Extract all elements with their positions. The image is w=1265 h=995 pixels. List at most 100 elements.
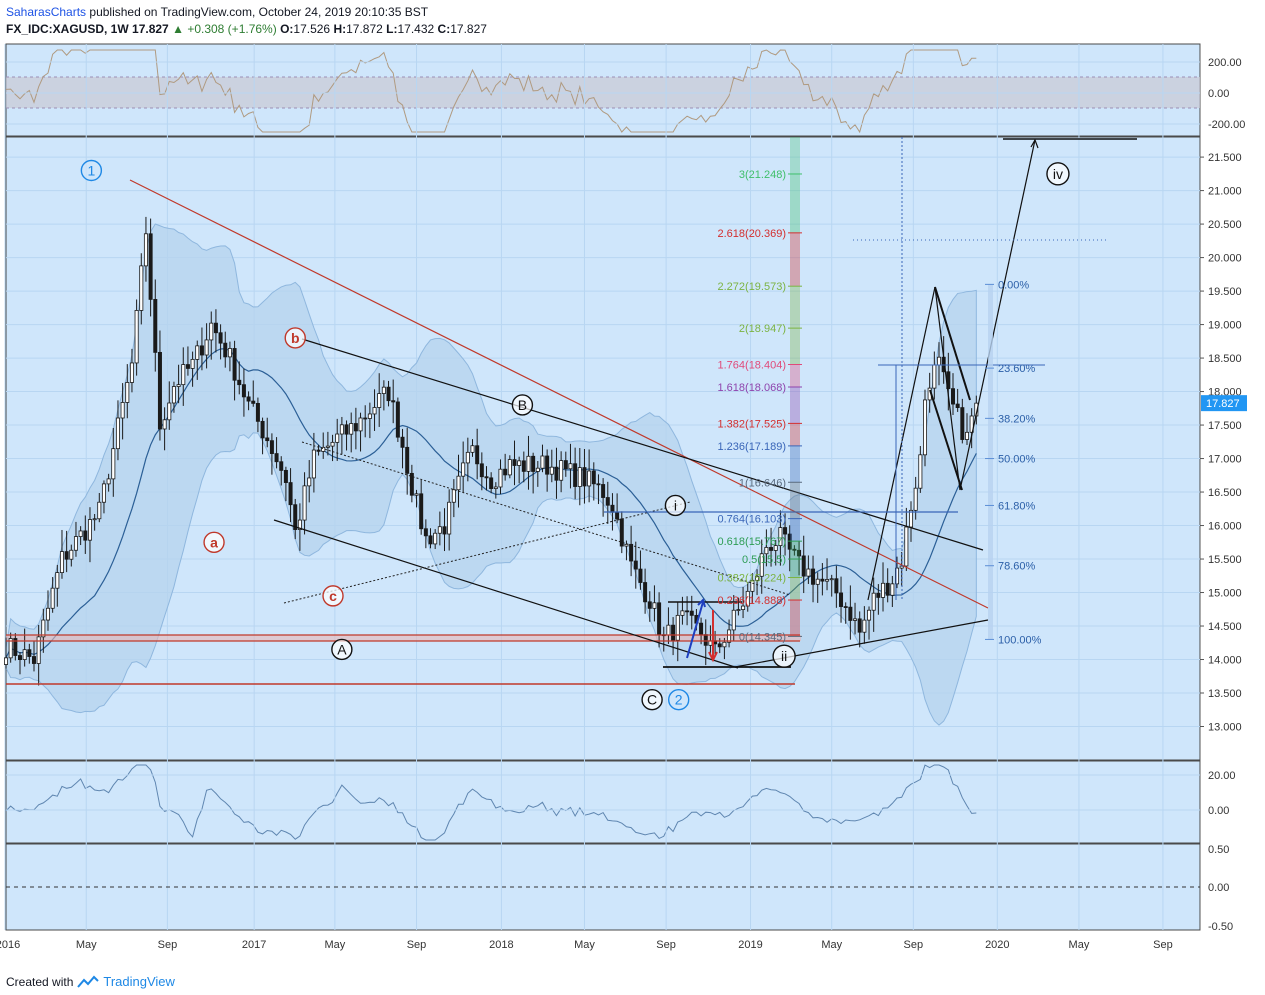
wave-label-circle: [1046, 162, 1070, 186]
candle-body: [535, 467, 540, 472]
candle-body: [97, 501, 102, 520]
x-tick-label: 2016: [0, 939, 20, 951]
candle-body: [475, 445, 480, 465]
candle-body: [517, 460, 522, 466]
candle-body: [22, 649, 27, 661]
price-tick-label: 14.500: [1208, 621, 1242, 633]
candle-body: [367, 413, 372, 419]
fib-retracement-label: 100.00%: [998, 634, 1042, 646]
candle-body: [489, 477, 494, 489]
candle-body: [157, 351, 162, 430]
x-tick-label: May: [1069, 939, 1090, 951]
fib-extension-zone: [790, 286, 800, 329]
projection-leg: [867, 286, 936, 601]
candle-body: [139, 265, 144, 311]
price-tick-label: 19.500: [1208, 286, 1242, 298]
candle-body: [857, 618, 862, 633]
candle-body: [8, 638, 13, 659]
wave-label: c: [329, 588, 337, 604]
fib-extension-label: 0.618(15.767): [718, 536, 787, 548]
candle-body: [913, 487, 918, 511]
wave-label-circle: [667, 689, 690, 711]
last-price-tag: [1201, 395, 1247, 412]
candle-body: [885, 582, 890, 596]
candle-body: [745, 590, 750, 607]
candle-body: [344, 424, 349, 435]
candle-body: [92, 518, 97, 521]
candle-body: [27, 649, 32, 657]
x-tick-label: Sep: [407, 939, 427, 951]
low-value: 17.432: [397, 22, 435, 36]
wave-label-circle: [664, 494, 687, 517]
candle-body: [773, 545, 778, 551]
tradingview-brand[interactable]: TradingView: [103, 974, 175, 989]
candle-body: [540, 455, 545, 469]
candle-body: [596, 483, 601, 486]
wave-label-circle: [284, 327, 306, 349]
fib-extension-zone: [790, 423, 800, 446]
x-tick-label: Sep: [1153, 939, 1173, 951]
candle-body: [680, 610, 685, 616]
candle-body: [400, 436, 405, 448]
candle-body: [731, 609, 736, 631]
fib-extension-label: 0.5(15.5): [742, 554, 786, 566]
wave-label-circle: [331, 638, 353, 661]
x-tick-label: 2020: [985, 939, 1009, 951]
last-price: 17.827: [132, 22, 169, 36]
price-tick-label: 20.000: [1208, 253, 1242, 265]
mom-tick-label: 20.00: [1208, 770, 1236, 782]
candle-body: [41, 619, 46, 638]
author-link[interactable]: SaharasCharts: [6, 5, 87, 19]
candle-body: [381, 386, 386, 394]
candle-body: [470, 445, 475, 453]
candle-body: [405, 446, 410, 474]
candle-body: [87, 519, 92, 541]
candle-body: [274, 453, 279, 463]
price-tick-label: 18.500: [1208, 353, 1242, 365]
candle-body: [204, 339, 209, 356]
candle-body: [302, 485, 307, 521]
red-downtrend-line: [129, 179, 989, 609]
candle-body: [797, 549, 802, 557]
x-tick-label: Sep: [158, 939, 178, 951]
candle-body: [685, 610, 690, 613]
price-change: +0.308 (+1.76%): [187, 22, 277, 36]
candle-body: [741, 605, 746, 610]
fib-extension-label: 1.764(18.404): [718, 359, 787, 371]
wave-label-circle: [80, 159, 103, 182]
fib-retracement-bar: [988, 284, 993, 640]
red-down-arrow-head-icon: [708, 651, 718, 663]
candle-body: [465, 451, 470, 464]
projection-leg: [934, 286, 961, 491]
candle-body: [185, 364, 190, 369]
candle-body: [815, 578, 820, 585]
x-tick-label: Sep: [904, 939, 924, 951]
last-price-tag-label: 17.827: [1206, 398, 1240, 410]
candle-body: [17, 655, 22, 661]
candle-body: [526, 455, 531, 472]
fib-extension-zone: [790, 577, 800, 601]
wave-label: C: [647, 692, 657, 708]
fib-retracement-label: 61.80%: [998, 500, 1036, 512]
candle-body: [652, 602, 657, 609]
candle-body: [806, 568, 811, 577]
osc-tick-label: 200.00: [1208, 57, 1242, 69]
wave-label-circle: [641, 689, 663, 711]
blue-up-arrow-head-icon: [697, 598, 706, 608]
candle-body: [582, 467, 587, 487]
candle-body: [503, 468, 508, 476]
bottom-tick-label: 0.50: [1208, 844, 1229, 856]
candle-body: [950, 388, 955, 405]
candle-body: [675, 614, 680, 641]
publish-info: published on TradingView.com, October 24…: [89, 5, 429, 19]
candle-body: [643, 582, 648, 603]
candle-body: [13, 638, 18, 656]
candle-body: [629, 543, 634, 562]
candle-body: [190, 358, 195, 369]
wave-label-circle: [322, 585, 344, 607]
candle-body: [736, 609, 741, 611]
candle-body: [512, 459, 517, 466]
x-tick-label: May: [324, 939, 345, 951]
fib-extension-label: 0.236(14.888): [718, 595, 787, 607]
